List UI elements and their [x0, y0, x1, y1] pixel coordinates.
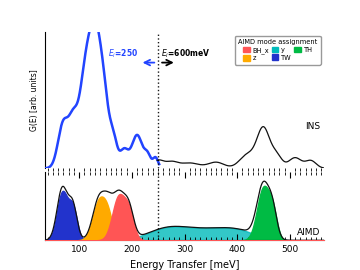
Text: $E_i$=600meV: $E_i$=600meV	[161, 48, 211, 60]
X-axis label: Energy Transfer [meV]: Energy Transfer [meV]	[130, 260, 239, 270]
Y-axis label: G(E) [arb. units]: G(E) [arb. units]	[31, 69, 40, 131]
Text: $E_i$=250: $E_i$=250	[108, 48, 138, 60]
Text: INS: INS	[305, 122, 320, 130]
Text: AIMD: AIMD	[297, 228, 320, 237]
Legend: BH_x, z, y, TW, TH: BH_x, z, y, TW, TH	[235, 36, 321, 65]
